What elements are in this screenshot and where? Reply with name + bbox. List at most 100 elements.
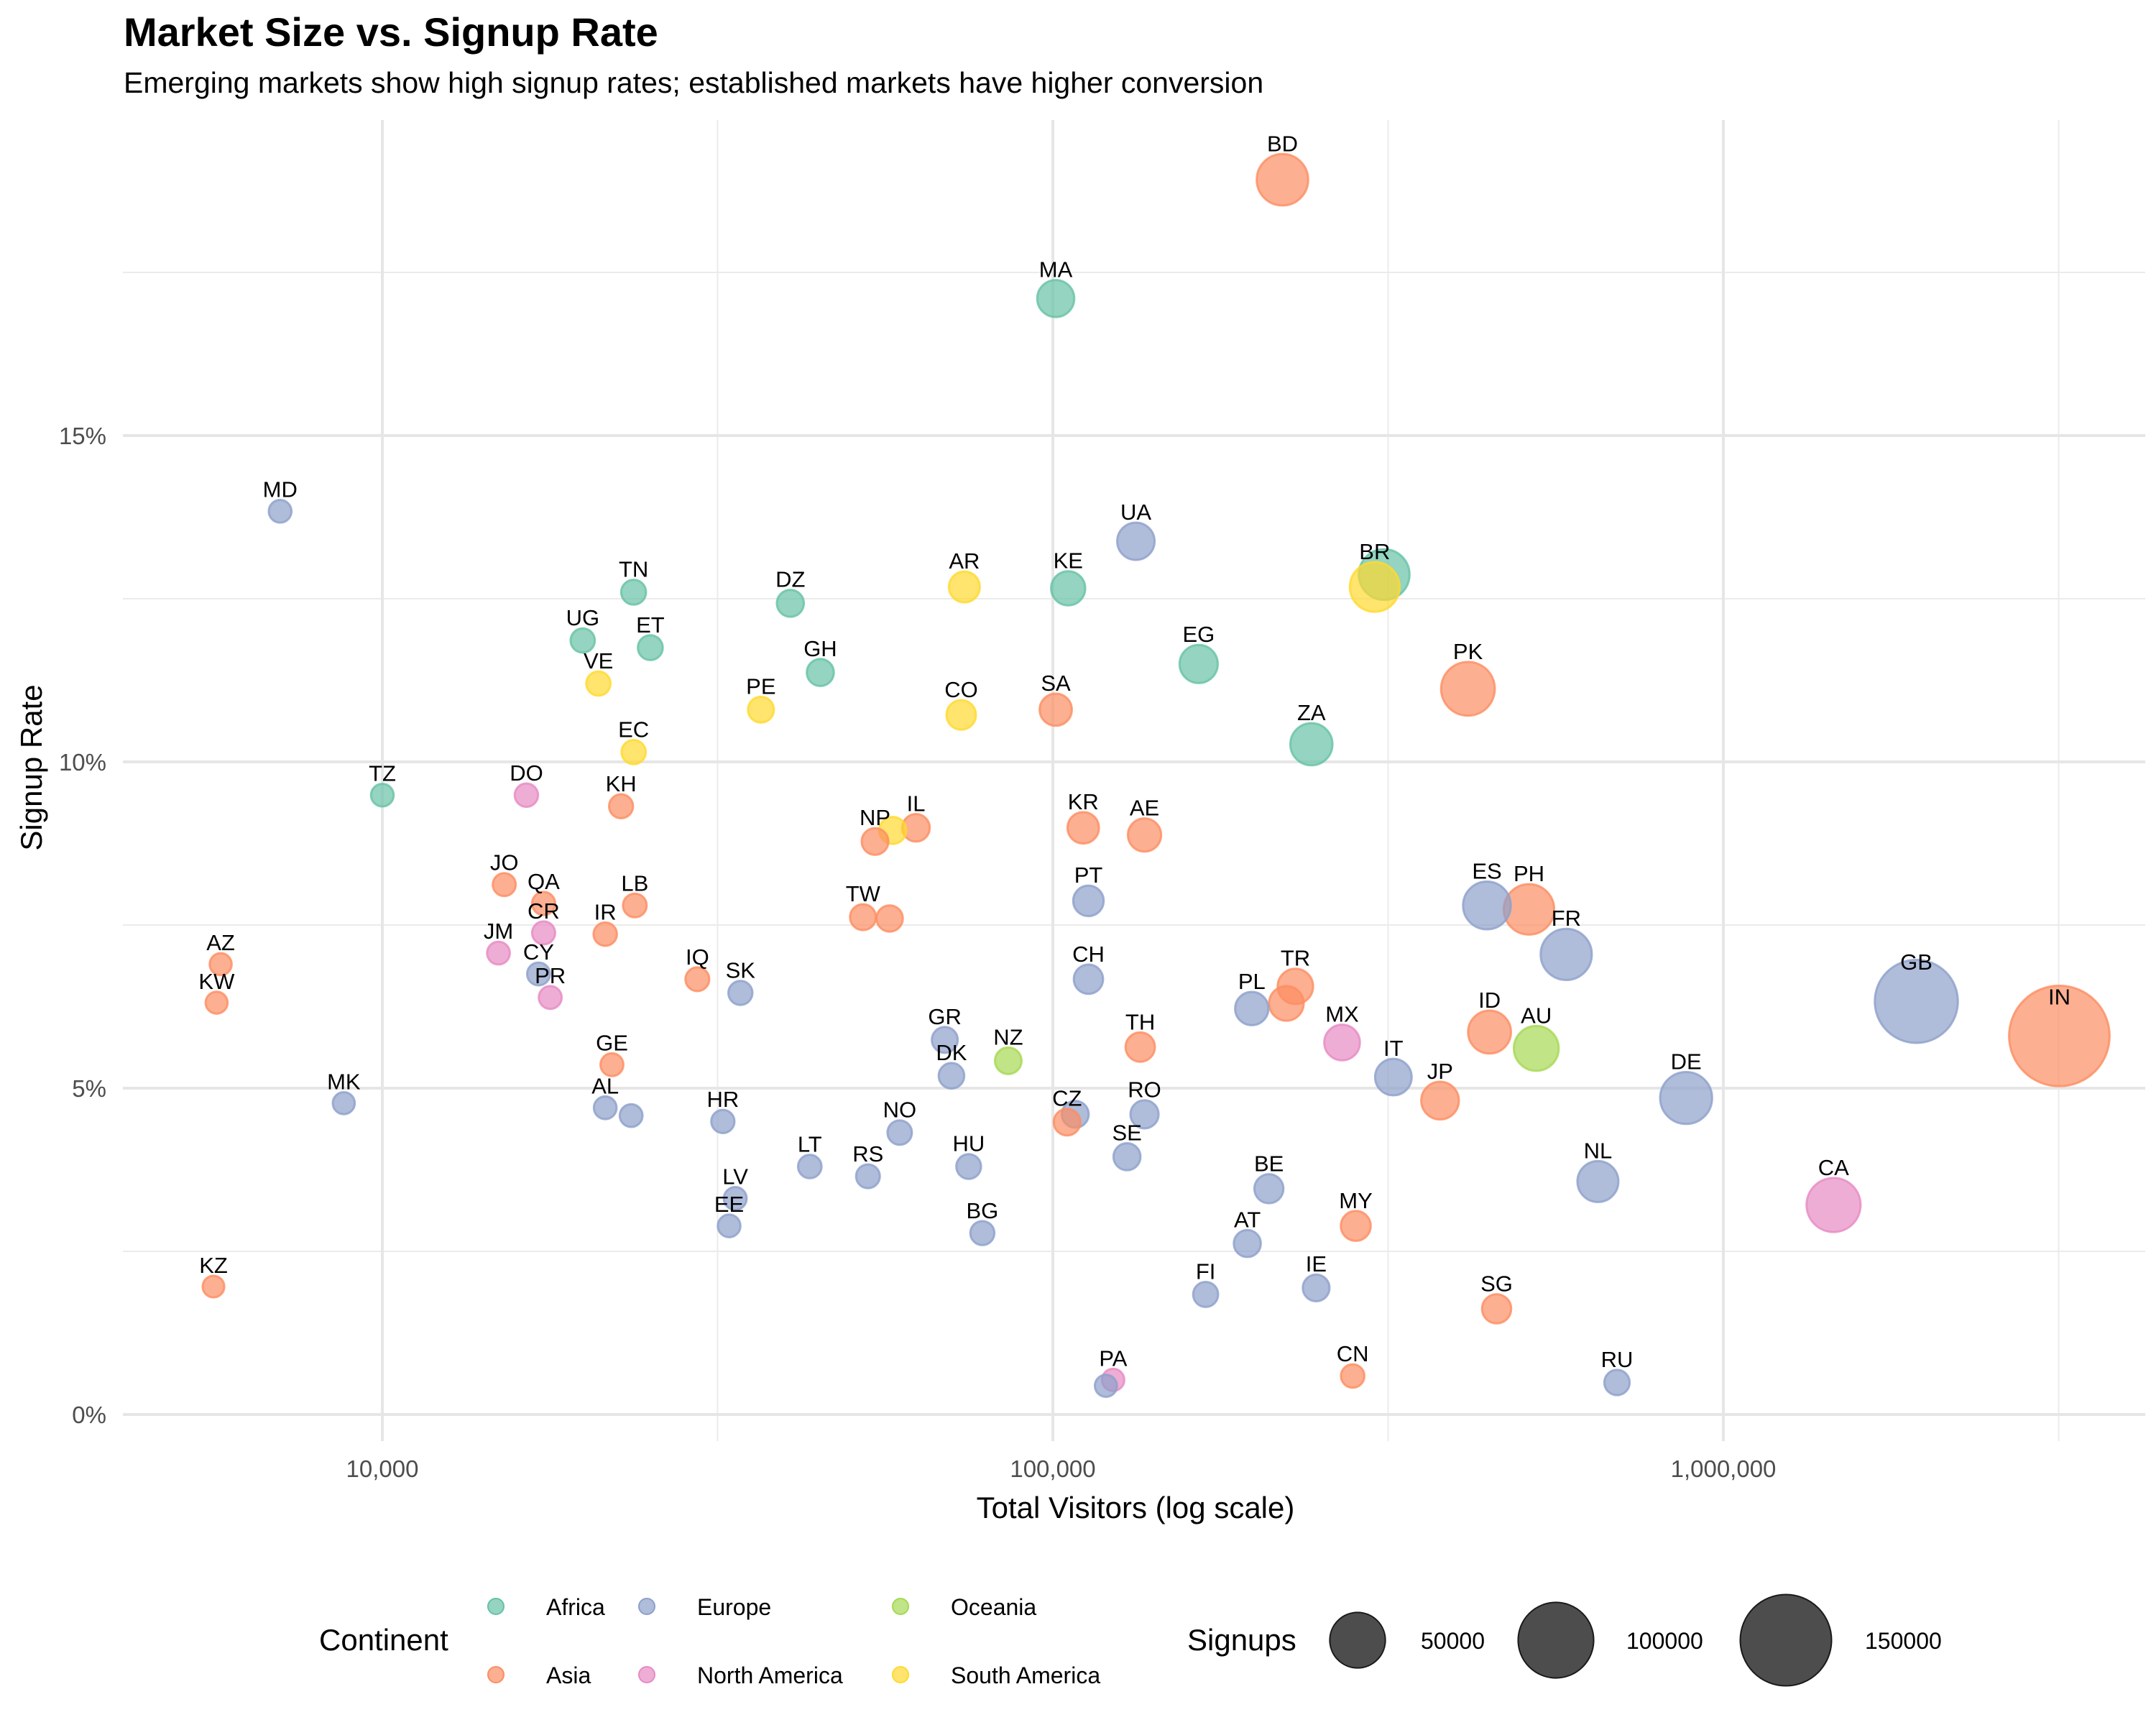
data-point <box>1539 927 1593 981</box>
point-label: LV <box>722 1164 748 1190</box>
data-point <box>747 695 775 724</box>
legend-label: North America <box>697 1662 843 1688</box>
size-legend: Signups 50000 100000 150000 <box>1187 1593 1942 1687</box>
point-label: AL <box>591 1073 619 1098</box>
data-point <box>618 1103 644 1128</box>
data-point <box>849 903 877 932</box>
point-label: MY <box>1339 1188 1373 1213</box>
legend-key-south-america <box>892 1666 909 1683</box>
grid-lines <box>123 120 2145 1441</box>
point-label: SG <box>1480 1271 1513 1297</box>
point-label: BD <box>1267 131 1298 156</box>
point-label: VE <box>584 648 613 673</box>
size-legend-key <box>1739 1593 1833 1687</box>
data-point <box>937 1062 966 1090</box>
data-point <box>775 589 806 618</box>
data-point <box>955 1153 982 1180</box>
point-label: MA <box>1039 257 1073 282</box>
point-label: MK <box>327 1070 361 1095</box>
point-label: PA <box>1099 1346 1127 1371</box>
data-point <box>1467 1009 1512 1055</box>
point-label: AU <box>1521 1003 1552 1028</box>
x-tick-label: 10,000 <box>346 1455 419 1482</box>
data-point <box>538 985 563 1011</box>
data-point <box>875 904 904 933</box>
data-point <box>1268 985 1305 1022</box>
point-label: ES <box>1472 859 1501 884</box>
point-label: CH <box>1072 942 1105 967</box>
point-label: AZ <box>206 930 235 955</box>
point-label: HR <box>706 1087 739 1112</box>
point-label: EC <box>618 717 649 742</box>
data-point <box>620 738 648 765</box>
data-point <box>201 1274 226 1299</box>
point-label: SK <box>726 958 756 983</box>
point-label: IT <box>1383 1036 1404 1061</box>
size-legend-label: 150000 <box>1865 1628 1942 1654</box>
point-label: QA <box>528 869 560 894</box>
data-point <box>931 1026 959 1054</box>
point-label: JM <box>484 919 513 944</box>
data-point <box>208 952 233 977</box>
data-point <box>993 1046 1023 1075</box>
data-point <box>1302 1273 1331 1302</box>
data-point <box>1348 561 1401 613</box>
data-point <box>525 961 551 987</box>
point-label: LB <box>621 870 648 896</box>
data-point <box>592 921 618 947</box>
data-point <box>637 634 664 661</box>
data-point <box>492 872 517 898</box>
point-label: NZ <box>993 1024 1023 1049</box>
point-label: DE <box>1671 1049 1702 1074</box>
point-label: JP <box>1427 1059 1453 1084</box>
data-point <box>1462 880 1512 931</box>
chart-subtitle: Emerging markets show high signup rates;… <box>124 66 1264 99</box>
data-point <box>796 1154 823 1179</box>
data-point <box>1256 152 1309 207</box>
data-point <box>854 1163 881 1190</box>
data-point <box>1233 1228 1262 1259</box>
data-points <box>201 152 2111 1398</box>
point-label: DZ <box>775 567 805 592</box>
y-axis-ticks: 0% 5% 10% 15% <box>59 423 106 1428</box>
data-point <box>684 966 711 993</box>
legend-key-asia <box>487 1666 505 1683</box>
data-point <box>592 1095 618 1121</box>
x-tick-label: 100,000 <box>1010 1455 1095 1482</box>
data-point <box>1050 570 1087 607</box>
data-point <box>513 782 540 809</box>
point-label: KE <box>1054 548 1083 574</box>
point-label: TN <box>619 557 648 582</box>
y-tick-label: 0% <box>72 1402 106 1428</box>
data-point <box>267 499 293 524</box>
point-label: KZ <box>199 1253 228 1278</box>
data-point <box>1072 884 1105 918</box>
data-point <box>1603 1368 1631 1397</box>
point-label: IN <box>2048 984 2070 1009</box>
data-point <box>585 670 612 697</box>
point-label: GH <box>803 636 837 661</box>
point-label: LT <box>798 1132 822 1157</box>
data-point <box>1480 1293 1513 1325</box>
size-legend-label: 100000 <box>1626 1628 1703 1654</box>
data-point <box>1036 279 1076 318</box>
point-label: CY <box>523 939 554 965</box>
data-point <box>1289 722 1334 767</box>
data-point <box>1052 1108 1082 1137</box>
point-label: GE <box>596 1030 628 1055</box>
legend-label: Asia <box>546 1662 591 1688</box>
data-point <box>1124 1031 1156 1063</box>
point-label: KW <box>198 969 235 994</box>
data-point <box>369 783 395 808</box>
point-label: PT <box>1074 862 1103 888</box>
color-legend: Continent Africa Asia Europe North America O… <box>319 1594 1100 1688</box>
legend-label: Europe <box>697 1594 771 1620</box>
point-label: HU <box>953 1131 985 1156</box>
data-point <box>860 827 890 856</box>
point-label: TZ <box>369 761 396 786</box>
size-legend-title: Signups <box>1187 1623 1296 1657</box>
point-label: SE <box>1112 1121 1142 1146</box>
point-label: UA <box>1120 500 1151 525</box>
point-label: CR <box>528 898 560 924</box>
point-label: CZ <box>1052 1086 1082 1111</box>
